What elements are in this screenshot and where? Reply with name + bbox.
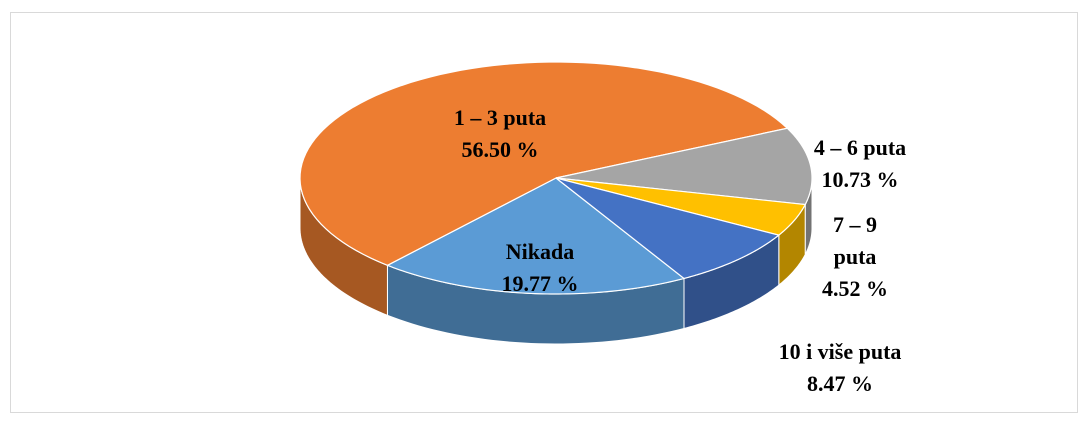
data-label: 4 – 6 puta 10.73 % — [814, 132, 906, 196]
category-label: 1 – 3 puta — [453, 105, 547, 130]
pie-slice — [555, 177, 781, 280]
value-label: 10.73 % — [821, 167, 899, 192]
value-label: 56.50 % — [461, 137, 539, 162]
data-label: 7 – 9 puta 4.52 % — [810, 209, 900, 305]
pie-slice — [385, 177, 686, 295]
value-label: 8.47 % — [806, 371, 873, 396]
value-label: 4.52 % — [822, 276, 888, 301]
pie-slice — [555, 177, 807, 236]
pie-slice — [299, 61, 789, 266]
pie-sides — [299, 177, 813, 345]
data-label: 1 – 3 puta 56.50 % — [454, 102, 546, 166]
pie-slice — [555, 127, 813, 206]
category-label: 4 – 6 puta — [813, 135, 907, 160]
value-label: 19.77 % — [501, 271, 579, 296]
category-label: 10 i više puta — [778, 339, 902, 364]
data-label: 10 i više puta 8.47 % — [779, 336, 902, 400]
pie-tops — [299, 61, 813, 295]
category-label: Nikada — [505, 239, 575, 264]
category-label: 7 – 9 puta — [833, 212, 877, 269]
data-label: Nikada 19.77 % — [502, 236, 579, 300]
chart-frame — [10, 12, 1078, 413]
